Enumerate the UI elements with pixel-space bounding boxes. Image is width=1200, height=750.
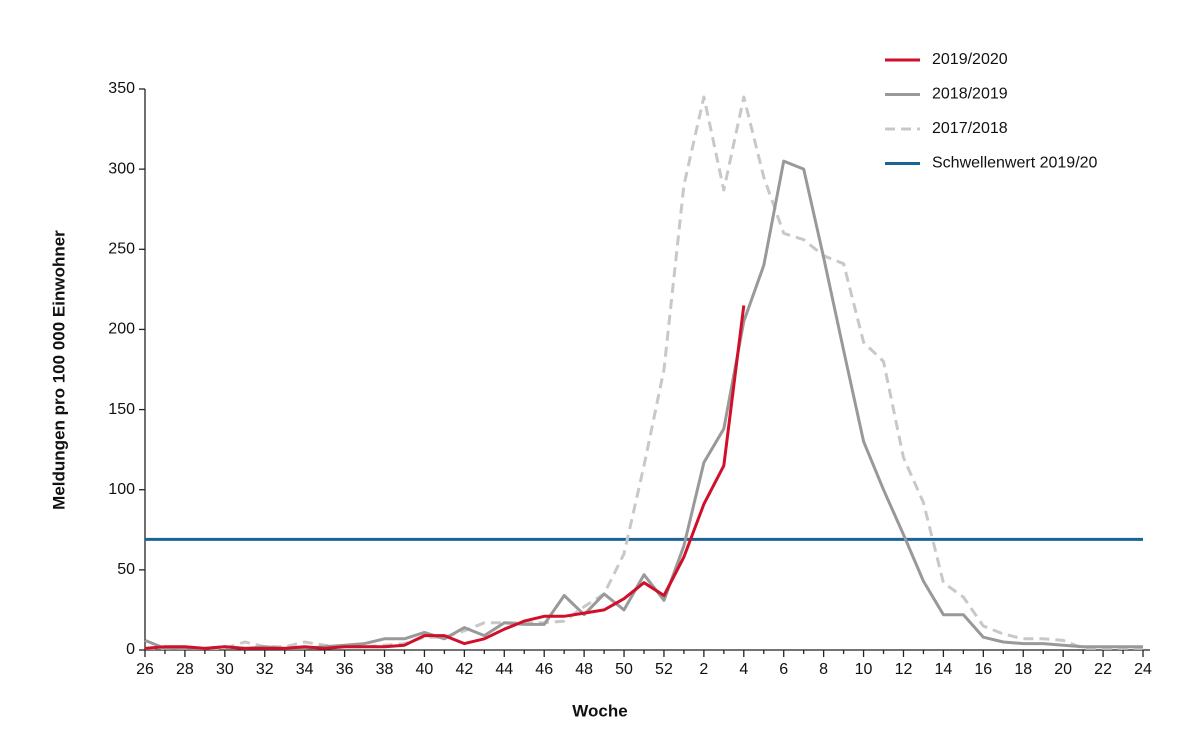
y-tick-label: 200 [108,321,135,338]
series-line [145,95,1143,650]
x-axis-title: Woche [572,701,627,720]
x-tick-label: 44 [495,661,513,678]
y-tick-label: 0 [126,641,135,658]
x-tick-label: 38 [376,661,394,678]
x-tick-label: 8 [819,661,828,678]
x-tick-label: 32 [256,661,274,678]
legend-label: Schwellenwert 2019/20 [932,155,1098,172]
x-tick-label: 10 [855,661,873,678]
y-tick-label: 50 [117,561,135,578]
x-tick-label: 52 [655,661,673,678]
x-tick-label: 12 [895,661,913,678]
legend-label: 2019/2020 [932,51,1008,68]
x-tick-label: 22 [1094,661,1112,678]
x-tick-label: 40 [416,661,434,678]
y-tick-label: 100 [108,481,135,498]
x-tick-label: 50 [615,661,633,678]
x-tick-label: 4 [739,661,748,678]
series-line [144,305,746,650]
x-tick-label: 42 [455,661,473,678]
x-tick-label: 26 [136,661,154,678]
x-tick-label: 36 [336,661,354,678]
x-tick-label: 48 [575,661,593,678]
x-tick-label: 16 [974,661,992,678]
y-tick-label: 250 [108,241,135,258]
x-tick-label: 20 [1054,661,1072,678]
y-tick-label: 300 [108,160,135,177]
x-tick-label: 28 [176,661,194,678]
legend-label: 2018/2019 [932,86,1008,103]
x-tick-label: 2 [699,661,708,678]
y-tick-label: 150 [108,401,135,418]
y-tick-label: 350 [108,80,135,97]
x-tick-label: 34 [296,661,314,678]
x-tick-label: 18 [1014,661,1032,678]
x-tick-label: 14 [935,661,953,678]
x-tick-label: 24 [1134,661,1152,678]
x-tick-label: 30 [216,661,234,678]
x-tick-label: 46 [535,661,553,678]
x-tick-label: 6 [779,661,788,678]
y-axis-title: Meldungen pro 100 000 Einwohner [49,230,68,510]
legend-label: 2017/2018 [932,120,1008,137]
series-line [144,159,1143,650]
